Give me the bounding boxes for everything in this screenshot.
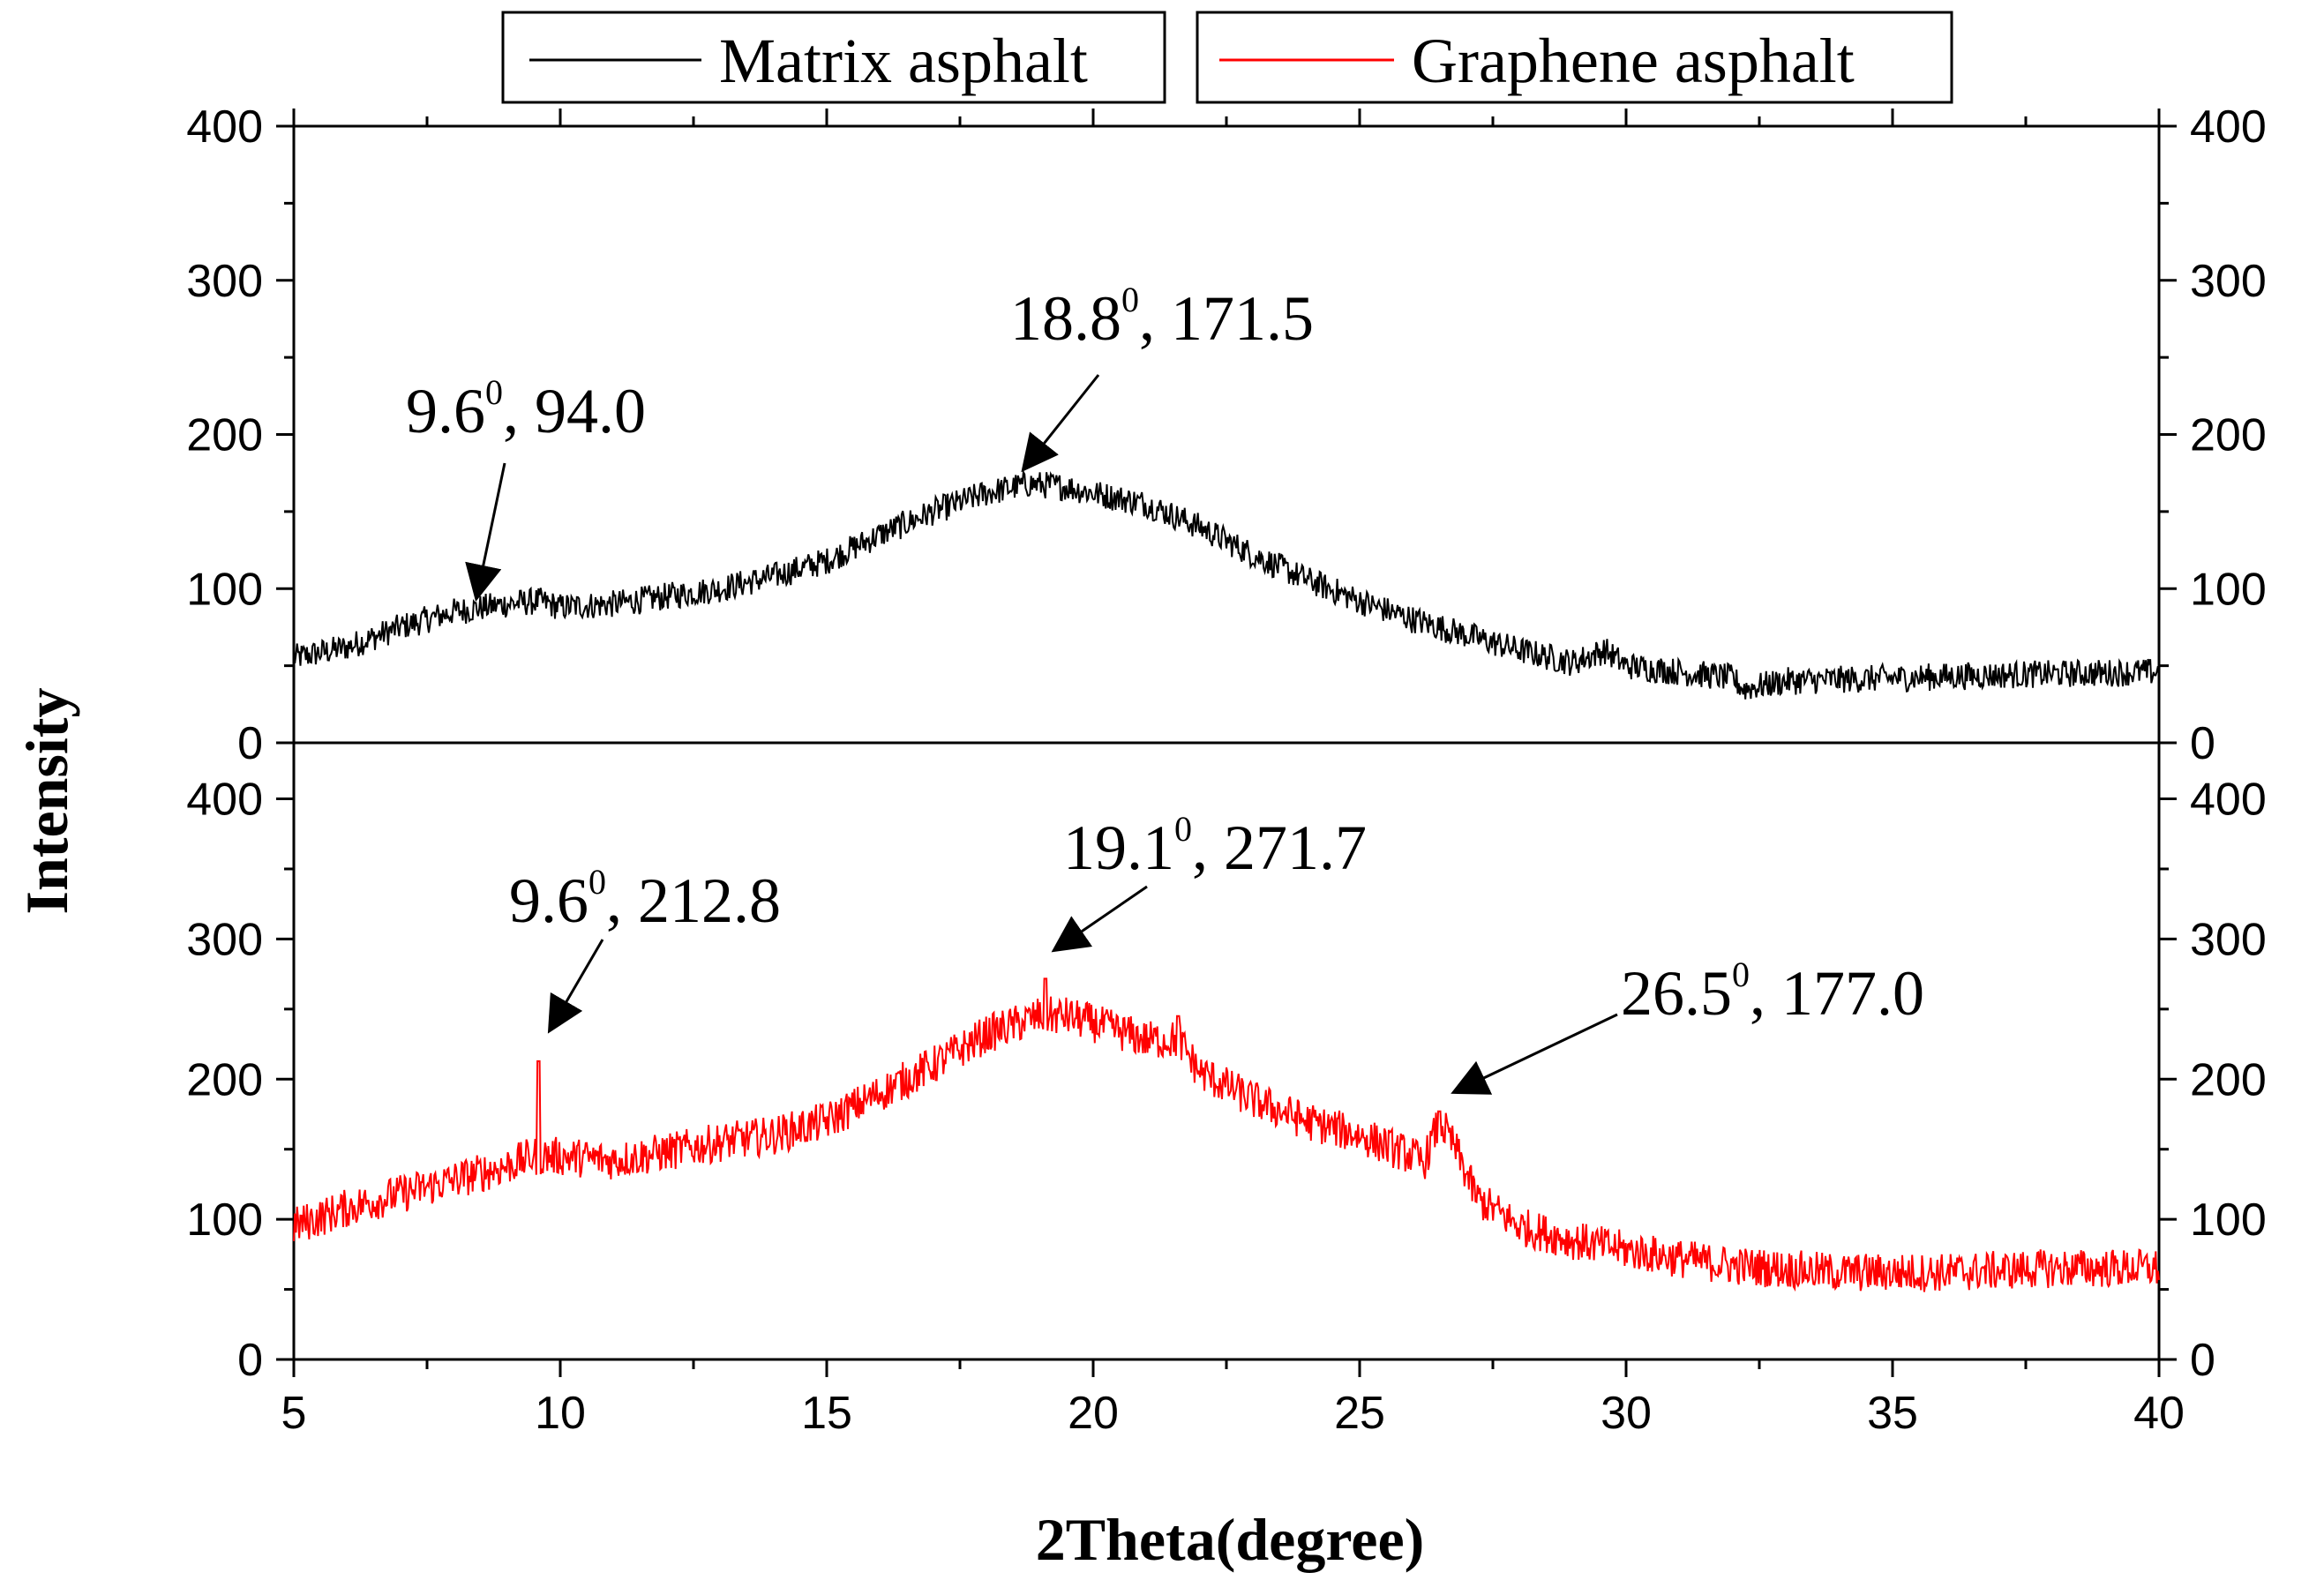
annotation-degree: 0 [588,862,606,902]
y-tick-label-left: 0 [237,718,263,769]
annotation-degree: 0 [485,372,503,412]
y-tick-label-left: 200 [186,1054,263,1105]
annotation-arrow [1051,885,1148,953]
annotation-label: 18.80, 171.5 [1010,280,1314,354]
y-tick-label-left: 400 [186,101,263,153]
annotation-label: 9.60, 94.0 [406,372,646,446]
legend: Matrix asphalt Graphene asphalt [501,11,1953,104]
annotation-x: 26.5 [1621,958,1732,1029]
y-tick-label-left: 200 [186,410,263,461]
y-tick-label-left: 0 [237,1335,263,1386]
annotation-value: , 271.7 [1192,812,1367,883]
annotation-x: 19.1 [1063,812,1174,883]
annotation-x: 9.6 [509,865,588,936]
x-tick-label: 40 [2133,1388,2185,1439]
y-tick-label-left: 400 [186,775,263,826]
y-tick-label-right: 300 [2190,256,2267,307]
legend-box-matrix [501,11,1166,104]
y-tick-label-left: 100 [186,1194,263,1246]
x-tick-label: 20 [1068,1388,1119,1439]
x-tick-label: 30 [1601,1388,1652,1439]
annotation-x: 9.6 [406,376,485,446]
annotation-label: 9.60, 212.8 [509,862,781,936]
annotation-label: 26.50, 177.0 [1621,955,1924,1029]
annotation-value: , 212.8 [606,865,781,936]
series-line-top [293,468,2160,700]
annotation-arrow [465,462,506,603]
y-axis-title: Intensity [13,688,80,915]
y-tick-label-right: 0 [2190,718,2215,769]
y-tick-label-right: 100 [2190,1194,2267,1246]
legend-label-graphene: Graphene asphalt [1412,26,1855,96]
x-tick-label: 15 [801,1388,852,1439]
annotation-value: , 94.0 [503,376,646,446]
x-axis-title: 2Theta(degree) [1036,1506,1425,1573]
annotation-degree: 0 [1121,280,1139,319]
annotation-label: 19.10, 271.7 [1063,809,1367,883]
y-tick-label-right: 400 [2190,101,2267,153]
annotation-degree: 0 [1174,809,1192,849]
y-tick-label-right: 200 [2190,1054,2267,1105]
series-line-bottom [293,977,2160,1292]
annotation-value: , 177.0 [1750,958,1924,1029]
y-tick-label-right: 100 [2190,564,2267,615]
y-tick-label-left: 100 [186,564,263,615]
annotation-arrow [1021,374,1100,473]
annotation-arrow [547,939,604,1034]
y-tick-label-right: 200 [2190,410,2267,461]
annotation-arrow [1451,1013,1618,1095]
annotation-x: 18.8 [1010,283,1121,354]
annotation-degree: 0 [1732,955,1750,994]
legend-box-graphene [1196,11,1953,104]
y-tick-label-right: 300 [2190,914,2267,965]
x-tick-label: 25 [1334,1388,1385,1439]
y-tick-label-left: 300 [186,914,263,965]
x-tick-label: 10 [535,1388,586,1439]
y-tick-label-right: 400 [2190,775,2267,826]
y-tick-label-right: 0 [2190,1335,2215,1386]
y-tick-label-left: 300 [186,256,263,307]
legend-label-matrix: Matrix asphalt [719,26,1088,96]
annotation-value: , 171.5 [1139,283,1314,354]
x-tick-label: 5 [281,1388,307,1439]
x-tick-label: 35 [1867,1388,1918,1439]
